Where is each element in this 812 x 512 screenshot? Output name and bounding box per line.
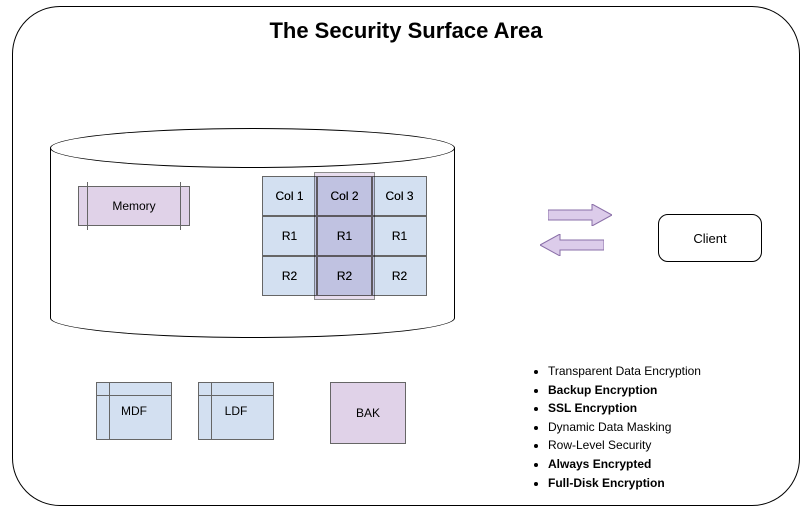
diagram-title: The Security Surface Area xyxy=(0,18,812,44)
arrow-right-icon xyxy=(548,204,612,226)
file-ldf: LDF xyxy=(198,382,274,440)
table-cell: R2 xyxy=(372,256,427,296)
client-box: Client xyxy=(658,214,762,262)
feature-list: Transparent Data EncryptionBackup Encryp… xyxy=(530,362,701,492)
col-header: Col 1 xyxy=(262,176,317,216)
arrow-left-icon xyxy=(540,234,604,256)
file-label: MDF xyxy=(121,404,147,418)
feature-item: Dynamic Data Masking xyxy=(548,418,701,437)
feature-item: Transparent Data Encryption xyxy=(548,362,701,381)
feature-item: SSL Encryption xyxy=(548,399,701,418)
file-bak: BAK xyxy=(330,382,406,444)
file-label: LDF xyxy=(225,404,248,418)
col-header: Col 2 xyxy=(317,176,372,216)
table-cell: R2 xyxy=(262,256,317,296)
file-label: BAK xyxy=(356,406,380,420)
database-cylinder: MemoryCol 1Col 2Col 3R1R1R1R2R2R2Col 1Co… xyxy=(50,128,455,338)
table-cell: R1 xyxy=(317,216,372,256)
table-cell: R1 xyxy=(262,216,317,256)
memory-label: Memory xyxy=(112,199,155,213)
feature-item: Always Encrypted xyxy=(548,455,701,474)
memory-box: Memory xyxy=(78,186,190,226)
feature-item: Row-Level Security xyxy=(548,436,701,455)
cylinder-top xyxy=(50,128,455,168)
feature-item: Full-Disk Encryption xyxy=(548,474,701,493)
feature-item: Backup Encryption xyxy=(548,381,701,400)
table-cell: R1 xyxy=(372,216,427,256)
col-header: Col 3 xyxy=(372,176,427,216)
client-label: Client xyxy=(693,231,726,246)
file-mdf: MDF xyxy=(96,382,172,440)
table-grid: Col 1Col 2Col 3R1R1R1R2R2R2 xyxy=(262,176,427,296)
table-cell: R2 xyxy=(317,256,372,296)
